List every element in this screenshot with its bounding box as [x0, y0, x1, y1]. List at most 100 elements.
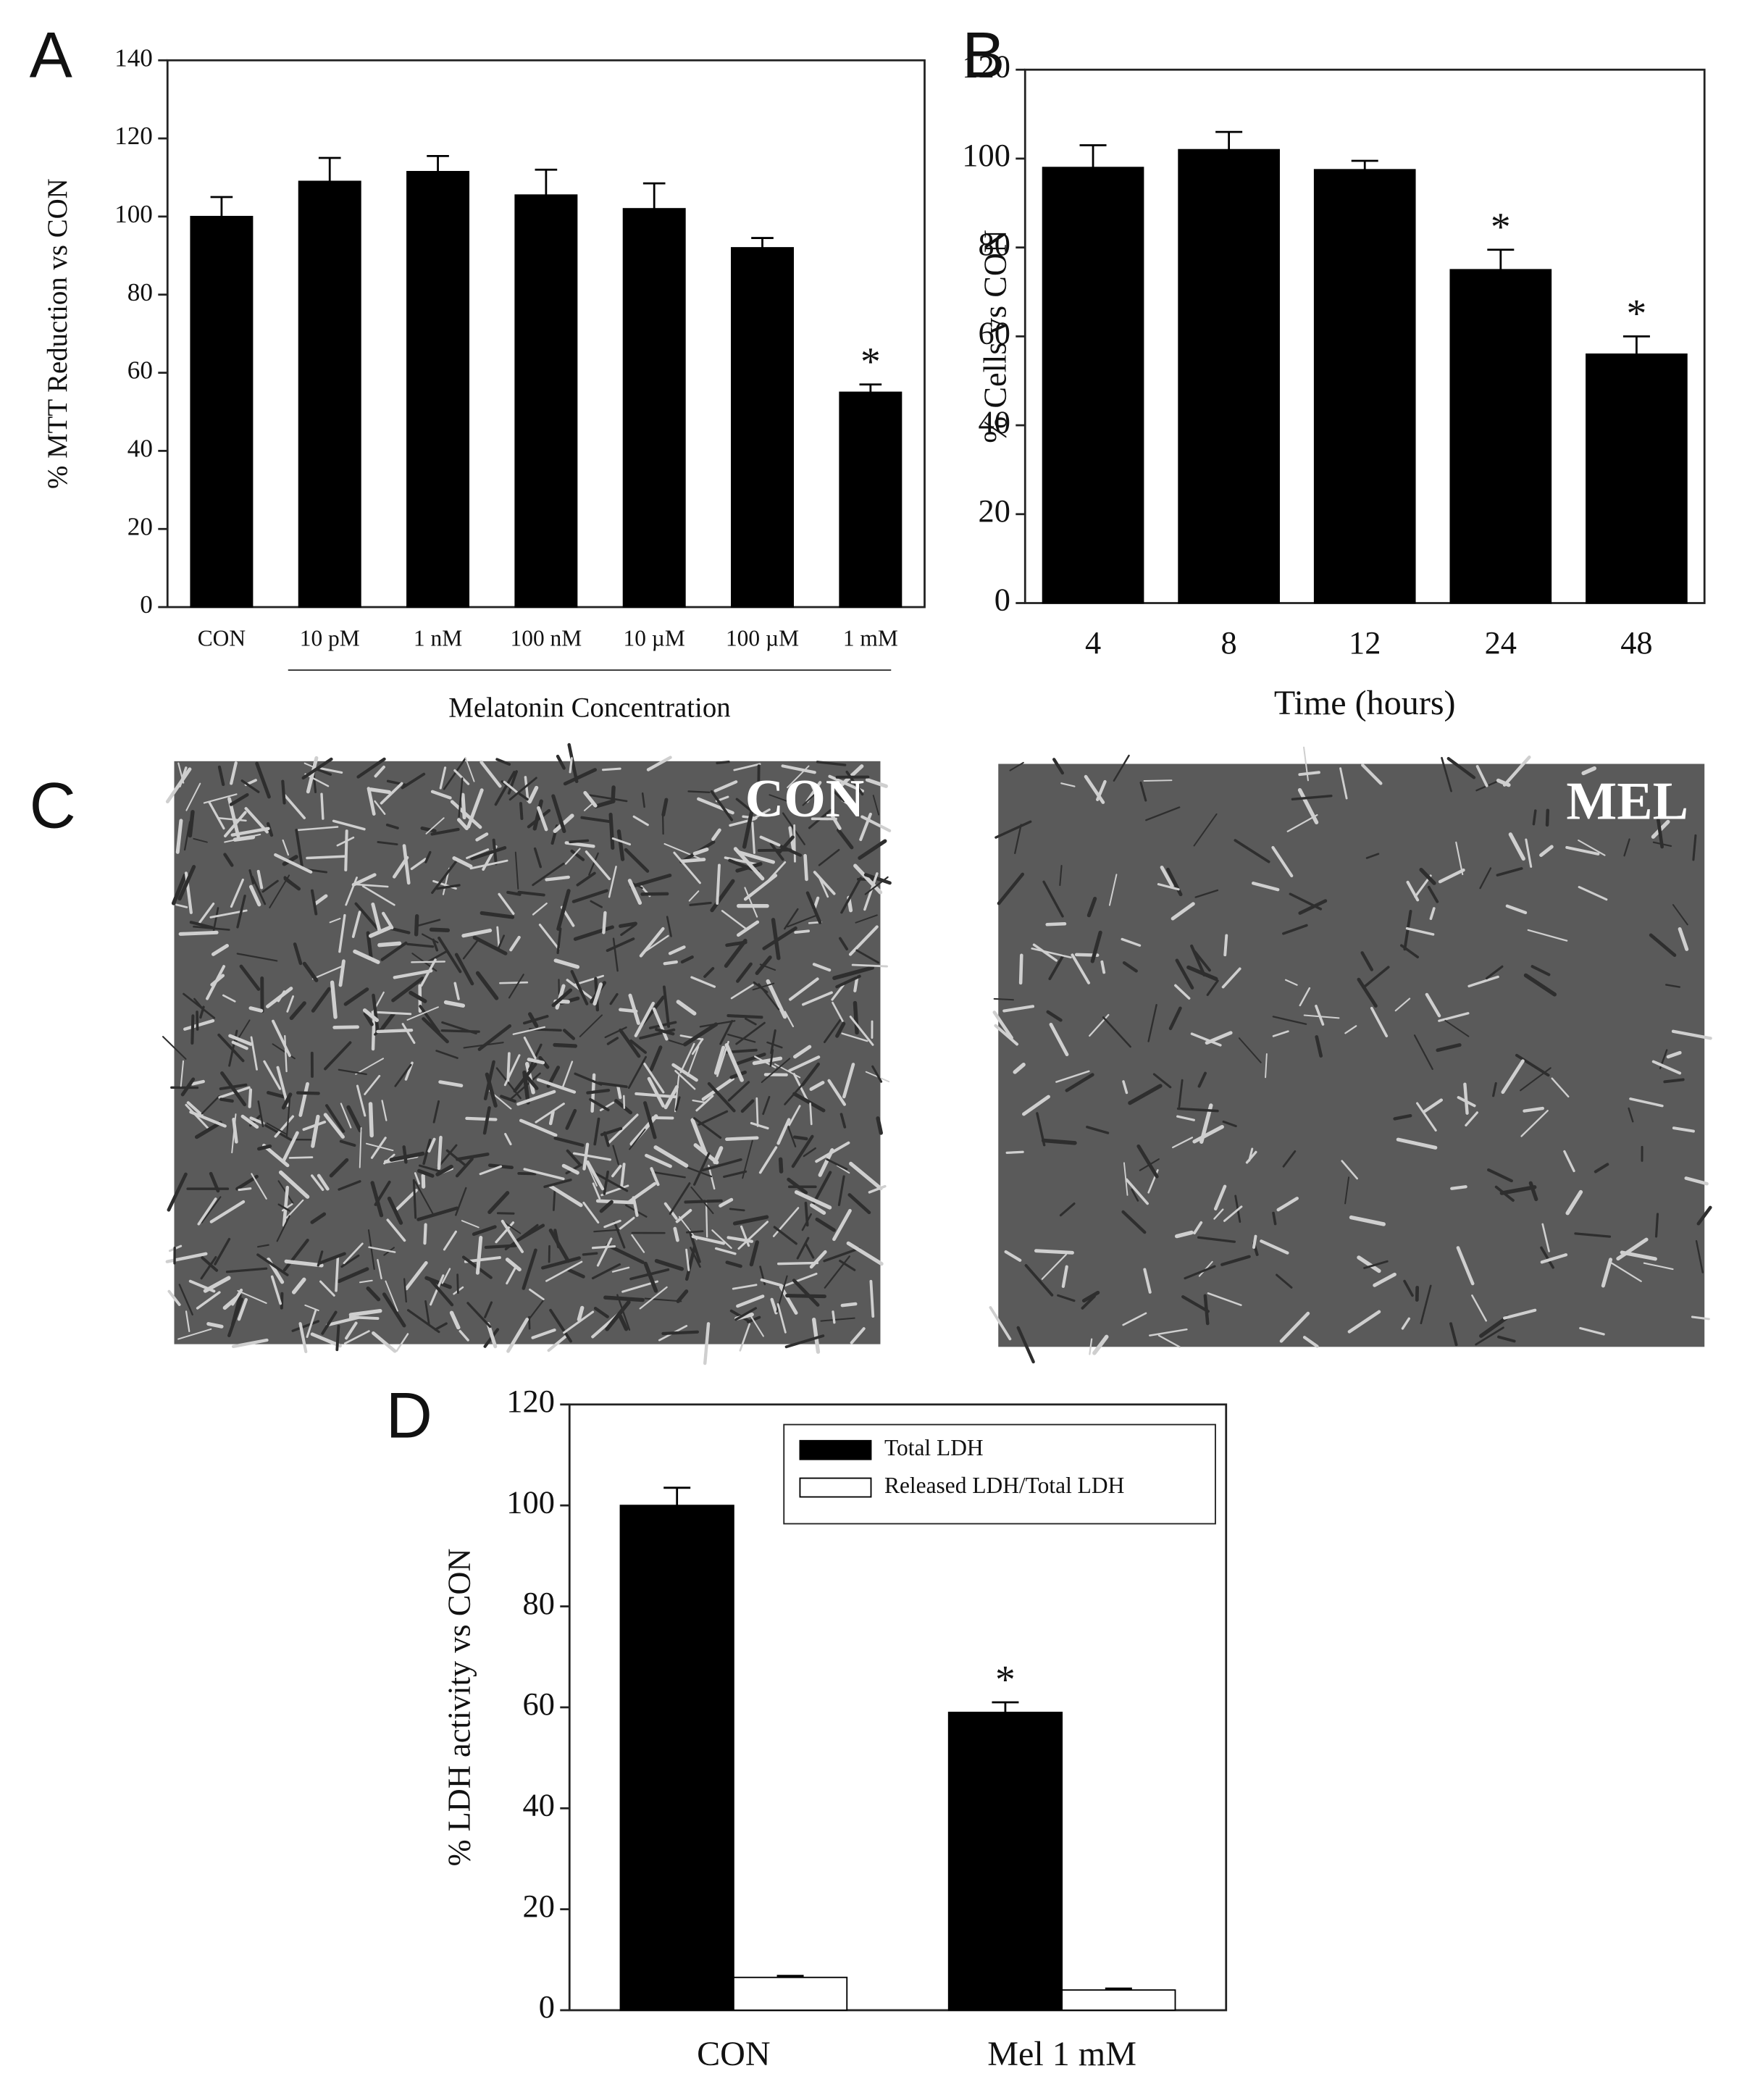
cell	[789, 977, 819, 1001]
cell	[1145, 806, 1181, 821]
cell	[826, 1158, 848, 1171]
cell	[835, 1021, 846, 1038]
cell	[784, 1011, 795, 1028]
cell	[586, 1088, 611, 1095]
cell	[208, 800, 225, 830]
cell	[682, 1022, 719, 1047]
y-tick-label: 60	[127, 356, 153, 385]
cell	[787, 1126, 797, 1147]
legend-label: Total LDH	[884, 1435, 984, 1460]
cell	[401, 1023, 416, 1045]
cell	[297, 826, 339, 832]
cell	[553, 1187, 556, 1211]
cell	[698, 1110, 729, 1126]
cell	[434, 1322, 448, 1331]
cell	[325, 1104, 346, 1133]
cell	[306, 855, 347, 860]
cell	[1540, 1246, 1554, 1269]
cell	[1206, 979, 1219, 996]
cell	[1449, 1322, 1458, 1347]
cell	[713, 780, 738, 792]
cell	[606, 1243, 645, 1264]
cell	[522, 1070, 530, 1105]
cell	[716, 863, 721, 905]
cell	[652, 1007, 669, 1041]
cell	[1192, 1124, 1224, 1144]
cell	[762, 926, 797, 950]
error-bar	[992, 1701, 1019, 1712]
x-tick-label: 1 nM	[414, 626, 462, 651]
cell	[1149, 1328, 1188, 1336]
cell	[593, 799, 616, 808]
cell	[277, 990, 286, 1003]
cell	[237, 1297, 248, 1321]
cell	[796, 1237, 810, 1260]
cell	[1623, 838, 1630, 857]
cell	[1121, 1210, 1147, 1234]
cell	[1505, 904, 1528, 915]
legend-swatch	[799, 1477, 872, 1498]
significance-marker: *	[860, 340, 881, 385]
cell	[238, 1187, 252, 1192]
cell	[335, 1255, 340, 1292]
cell	[506, 890, 522, 896]
cell	[528, 1315, 531, 1330]
cell	[556, 889, 571, 931]
cell	[1344, 1176, 1350, 1205]
micrograph	[998, 764, 1705, 1347]
cell	[1629, 1097, 1664, 1108]
cell	[217, 816, 247, 822]
cell	[1475, 765, 1488, 787]
cell	[619, 1028, 641, 1058]
cell	[374, 800, 386, 815]
cell	[343, 987, 369, 1006]
cell	[1125, 1178, 1149, 1205]
cell	[668, 945, 686, 955]
cell	[310, 1212, 327, 1224]
cell	[301, 757, 333, 780]
cell	[1176, 1115, 1195, 1121]
cell	[1400, 944, 1419, 958]
cell	[643, 1101, 657, 1139]
cell	[453, 769, 470, 785]
cell	[385, 1280, 398, 1312]
cell	[1139, 781, 1147, 802]
cell	[603, 1170, 609, 1195]
cell	[850, 1327, 866, 1344]
cell	[563, 768, 598, 786]
cell	[1696, 1205, 1712, 1226]
cell	[600, 1184, 629, 1197]
cell	[498, 934, 506, 949]
cell	[1406, 880, 1420, 902]
cell	[1423, 1098, 1444, 1113]
cell	[571, 889, 608, 903]
cell	[183, 1018, 215, 1031]
cell	[472, 1225, 497, 1237]
cell	[832, 1208, 852, 1242]
cell	[269, 874, 290, 908]
cell	[1373, 1272, 1396, 1287]
cell	[692, 848, 709, 856]
cell	[1362, 966, 1390, 990]
cell	[519, 1118, 558, 1137]
cell	[1393, 1114, 1412, 1121]
cell	[815, 1141, 850, 1163]
cell	[1002, 1005, 1035, 1013]
cell	[794, 1190, 832, 1210]
cell	[311, 1114, 320, 1148]
cell	[823, 1247, 860, 1263]
cell	[524, 776, 529, 803]
cell	[579, 1014, 603, 1037]
cell	[788, 1105, 801, 1126]
bar	[298, 180, 361, 608]
cell	[804, 1201, 809, 1227]
cell	[865, 778, 888, 788]
cell	[776, 1118, 791, 1145]
cell	[713, 1045, 726, 1075]
cell	[1147, 1003, 1157, 1042]
cell	[1061, 1265, 1068, 1288]
cell	[805, 781, 822, 803]
cell	[319, 766, 343, 774]
cell	[565, 1108, 577, 1130]
cell	[837, 1175, 845, 1206]
